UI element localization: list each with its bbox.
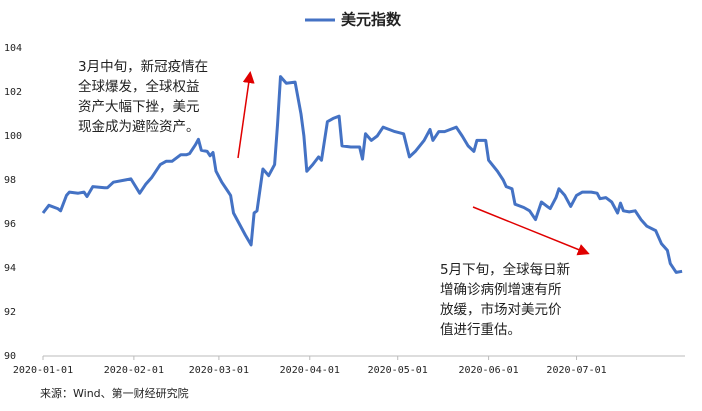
x-tick-label: 2020-01-01 — [13, 365, 73, 376]
y-tick-label: 100 — [4, 131, 22, 142]
annotation: 5月下旬，全球每日新 — [440, 261, 570, 278]
data-line — [41, 75, 683, 274]
x-tick-label: 2020-03-01 — [189, 365, 249, 376]
arrow — [472, 206, 590, 256]
x-tick-label: 2020-07-01 — [546, 365, 606, 376]
y-tick-label: 92 — [4, 307, 16, 318]
y-tick-label: 96 — [4, 219, 16, 230]
x-tick-label: 2020-02-01 — [104, 365, 164, 376]
x-tick-label: 2020-05-01 — [368, 365, 428, 376]
x-tick-label: 2020-04-01 — [280, 365, 340, 376]
y-tick-label: 104 — [4, 43, 22, 54]
annotation: 现金成为避险资产。 — [78, 119, 200, 135]
legend-label: 美元指数 — [341, 11, 402, 29]
x-tick-label: 2020-06-01 — [458, 365, 518, 376]
arrow — [237, 71, 255, 159]
y-tick-label: 90 — [4, 351, 16, 362]
annotation: 3月中旬，新冠疫情在 — [78, 59, 208, 75]
y-tick-label: 94 — [4, 263, 16, 274]
annotation: 资产大幅下挫，美元 — [78, 99, 200, 115]
annotation: 增确诊病例增速有所 — [440, 282, 562, 298]
y-tick-label: 102 — [4, 87, 22, 98]
annotation: 放缓，市场对美元价 — [440, 301, 562, 318]
source: 来源：Wind、第一财经研究院 — [40, 386, 189, 400]
annotation: 全球爆发，全球权益 — [78, 78, 200, 95]
annotation: 值进行重估。 — [440, 322, 521, 338]
y-tick-label: 98 — [4, 175, 16, 186]
